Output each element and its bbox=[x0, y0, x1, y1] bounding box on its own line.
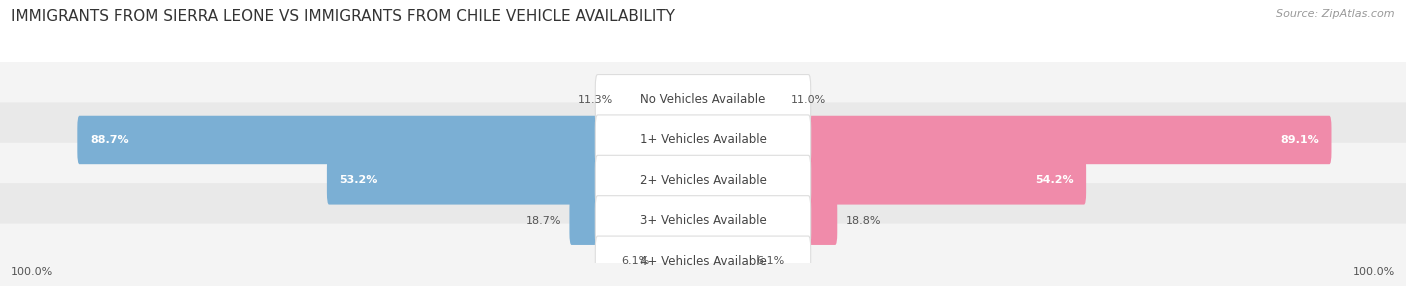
Text: 6.1%: 6.1% bbox=[756, 256, 785, 266]
Text: 88.7%: 88.7% bbox=[90, 135, 128, 145]
FancyBboxPatch shape bbox=[0, 183, 1406, 258]
Text: 11.3%: 11.3% bbox=[578, 95, 613, 105]
Text: 18.7%: 18.7% bbox=[526, 216, 561, 226]
FancyBboxPatch shape bbox=[0, 62, 1406, 137]
Text: Source: ZipAtlas.com: Source: ZipAtlas.com bbox=[1277, 9, 1395, 19]
Text: 100.0%: 100.0% bbox=[11, 267, 53, 277]
FancyBboxPatch shape bbox=[700, 156, 1087, 204]
FancyBboxPatch shape bbox=[700, 76, 782, 124]
Text: 18.8%: 18.8% bbox=[846, 216, 882, 226]
Text: 1+ Vehicles Available: 1+ Vehicles Available bbox=[640, 134, 766, 146]
FancyBboxPatch shape bbox=[595, 236, 811, 286]
Text: 54.2%: 54.2% bbox=[1035, 175, 1074, 185]
Text: 53.2%: 53.2% bbox=[340, 175, 378, 185]
FancyBboxPatch shape bbox=[326, 156, 706, 204]
Text: 11.0%: 11.0% bbox=[790, 95, 827, 105]
FancyBboxPatch shape bbox=[77, 116, 704, 164]
FancyBboxPatch shape bbox=[621, 76, 706, 124]
FancyBboxPatch shape bbox=[569, 196, 706, 245]
FancyBboxPatch shape bbox=[0, 143, 1406, 218]
FancyBboxPatch shape bbox=[595, 115, 811, 165]
FancyBboxPatch shape bbox=[595, 196, 811, 246]
FancyBboxPatch shape bbox=[700, 116, 1331, 164]
Text: 89.1%: 89.1% bbox=[1279, 135, 1319, 145]
Text: 6.1%: 6.1% bbox=[621, 256, 650, 266]
FancyBboxPatch shape bbox=[658, 237, 706, 285]
FancyBboxPatch shape bbox=[595, 155, 811, 205]
Text: 2+ Vehicles Available: 2+ Vehicles Available bbox=[640, 174, 766, 187]
Text: 100.0%: 100.0% bbox=[1353, 267, 1395, 277]
FancyBboxPatch shape bbox=[700, 237, 748, 285]
Text: 4+ Vehicles Available: 4+ Vehicles Available bbox=[640, 255, 766, 268]
Text: 3+ Vehicles Available: 3+ Vehicles Available bbox=[640, 214, 766, 227]
FancyBboxPatch shape bbox=[595, 75, 811, 125]
FancyBboxPatch shape bbox=[0, 224, 1406, 286]
FancyBboxPatch shape bbox=[0, 102, 1406, 178]
Text: No Vehicles Available: No Vehicles Available bbox=[640, 93, 766, 106]
FancyBboxPatch shape bbox=[700, 196, 838, 245]
Text: IMMIGRANTS FROM SIERRA LEONE VS IMMIGRANTS FROM CHILE VEHICLE AVAILABILITY: IMMIGRANTS FROM SIERRA LEONE VS IMMIGRAN… bbox=[11, 9, 675, 23]
